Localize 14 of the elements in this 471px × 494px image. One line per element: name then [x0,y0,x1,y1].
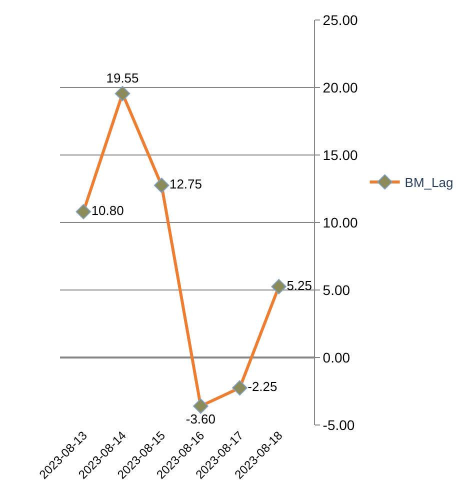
y-tick-label: 25.00 [322,12,358,28]
y-tick-label: 5.00 [322,282,350,298]
y-tick-label: 0.00 [322,349,350,366]
legend-label: BM_Lag [404,175,454,190]
y-tick-label: 20.00 [322,79,358,96]
y-tick-label: -5.00 [322,416,355,433]
y-tick-label: 10.00 [322,214,358,230]
data-label: -3.60 [186,412,216,427]
y-tick-label: 15.00 [322,146,358,163]
data-label: 5.25 [286,278,312,293]
data-label: -2.25 [248,379,278,394]
data-label: 19.55 [106,70,139,86]
data-label: 10.80 [91,202,124,218]
data-label: 12.75 [169,176,202,192]
